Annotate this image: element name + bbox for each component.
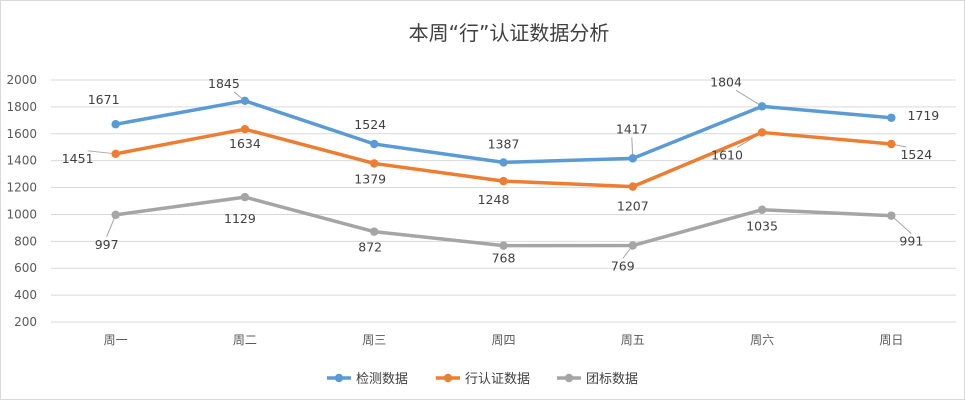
- y-tick-label: 1000: [6, 207, 37, 221]
- data-point: [370, 159, 379, 168]
- x-tick-label: 周六: [750, 333, 774, 347]
- data-label: 1248: [478, 192, 510, 207]
- y-tick-label: 200: [14, 315, 37, 329]
- data-label: 768: [492, 251, 516, 266]
- data-label: 1634: [229, 136, 261, 151]
- y-tick-label: 1800: [6, 100, 37, 114]
- data-label: 1379: [354, 171, 386, 186]
- data-label: 1417: [616, 121, 648, 136]
- label-leader-lines: [87, 89, 912, 259]
- data-point: [757, 205, 767, 214]
- data-label: 1610: [711, 147, 743, 162]
- x-axis-ticks: 周一 周二 周三 周四 周五 周六 周日: [104, 333, 904, 347]
- data-point: [628, 154, 637, 163]
- data-label: 1524: [354, 117, 386, 132]
- y-axis-ticks: 200 400 600 800 1000 1200 1400 1600 1800 2000: [6, 73, 37, 329]
- gridlines: [51, 79, 956, 323]
- data-labels: 1671 1845 1524 1387 1417 1804 1719 1451 1634 1379…: [62, 74, 940, 273]
- legend: 检测数据 行认证数据 团标数据: [327, 372, 638, 387]
- data-point: [499, 241, 508, 250]
- legend-entry: 团标数据: [586, 372, 638, 387]
- data-point: [240, 96, 250, 106]
- data-label: 1451: [62, 151, 94, 166]
- data-point: [757, 102, 767, 111]
- data-point: [887, 211, 896, 220]
- leader-line: [891, 215, 912, 235]
- y-tick-label: 1400: [6, 154, 37, 168]
- x-tick-label: 周日: [879, 333, 903, 347]
- data-label: 1207: [617, 199, 649, 214]
- legend-entry: 检测数据: [356, 372, 408, 387]
- data-point: [111, 210, 120, 220]
- legend-entry: 行认证数据: [465, 372, 530, 387]
- y-tick-label: 400: [14, 288, 37, 302]
- y-tick-label: 2000: [6, 73, 37, 87]
- data-point: [111, 149, 120, 159]
- x-tick-label: 周三: [362, 333, 386, 347]
- data-label: 1671: [88, 92, 120, 107]
- x-tick-label: 周二: [233, 333, 257, 347]
- x-tick-label: 周四: [491, 333, 515, 347]
- data-point: [628, 182, 637, 191]
- data-label: 1804: [710, 74, 742, 89]
- data-point: [370, 139, 379, 149]
- data-point: [370, 227, 379, 236]
- data-label: 1129: [224, 211, 256, 226]
- data-label: 1524: [900, 147, 932, 162]
- data-point: [499, 176, 508, 186]
- leader-line: [735, 89, 763, 107]
- data-label: 1845: [208, 76, 240, 91]
- data-point: [111, 120, 120, 129]
- data-label: 769: [611, 259, 635, 274]
- data-point: [628, 241, 637, 250]
- data-point: [240, 125, 250, 134]
- data-label: 872: [358, 240, 382, 255]
- legend-swatch-marker: [564, 373, 574, 383]
- data-label: 1387: [488, 136, 520, 151]
- data-label: 997: [95, 237, 119, 252]
- leader-line: [87, 150, 116, 155]
- data-point: [887, 113, 896, 122]
- y-tick-label: 800: [14, 234, 37, 248]
- legend-swatch-marker: [443, 373, 453, 383]
- data-label: 991: [899, 234, 923, 249]
- legend-swatch-marker: [334, 373, 344, 383]
- chart-title: 本周“行”认证数据分析: [409, 21, 610, 45]
- y-tick-label: 600: [14, 261, 37, 275]
- data-label: 1035: [746, 219, 778, 234]
- x-tick-label: 周五: [621, 333, 645, 347]
- data-point: [887, 139, 896, 149]
- data-point: [757, 128, 767, 137]
- x-tick-label: 周一: [104, 333, 128, 347]
- series-group: [111, 96, 896, 250]
- data-point: [499, 158, 508, 167]
- data-label: 1719: [907, 108, 939, 123]
- y-tick-label: 1200: [6, 181, 37, 195]
- y-tick-label: 1600: [6, 127, 37, 141]
- data-point: [240, 192, 250, 202]
